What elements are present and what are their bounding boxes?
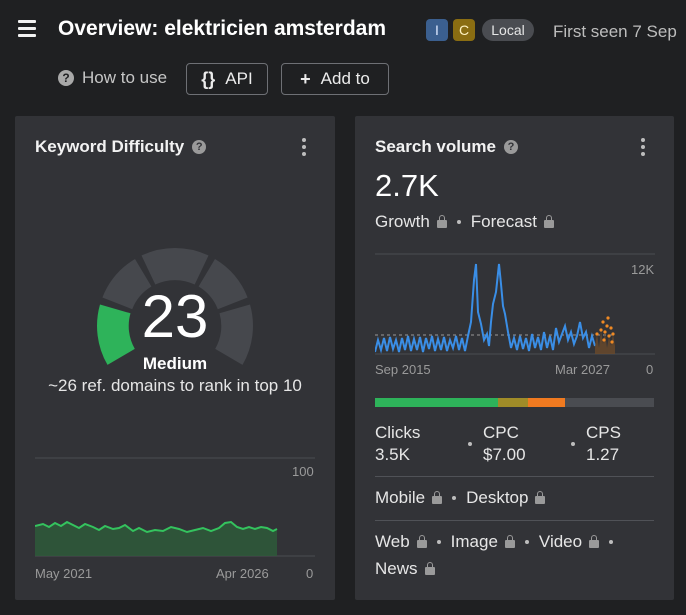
separator-dot [468,442,472,446]
cps-metric: CPS 1.27 [586,422,621,466]
cpc-value: $7.00 [483,445,526,464]
intent-bar-segment [497,398,529,407]
gauge-segment [141,247,209,285]
add-to-label: Add to [320,69,370,88]
sv-trend-chart [375,253,655,355]
clicks-value: 3.5K [375,445,410,464]
sv-chart-x-end: Mar 2027 [555,362,610,377]
lock-icon [543,215,554,228]
page-title: Overview: elektricien amsterdam [58,17,387,40]
kd-gauge [97,247,253,365]
intent-distribution-bar [375,398,654,407]
device-row: Mobile Desktop [375,488,555,508]
lock-icon [432,491,443,504]
search-volume-card: Search volume ? 2.7K Growth Forecast 12K… [355,116,674,600]
web-label[interactable]: Web [375,532,410,551]
kd-title: Keyword Difficulty ? [35,137,207,157]
intent-bar-segment [375,398,498,407]
menu-icon[interactable] [18,20,36,37]
kd-title-label: Keyword Difficulty [35,137,185,156]
cps-value: 1.27 [586,445,620,464]
how-to-use-link[interactable]: ? How to use [58,68,167,88]
kd-level: Medium [142,354,208,373]
sv-title-label: Search volume [375,137,496,156]
kd-chart-x-start: May 2021 [35,566,93,581]
kd-help-icon[interactable]: ? [192,140,207,154]
sv-more-icon[interactable] [641,138,645,159]
intent-bar-segment [528,398,565,407]
first-seen-date: First seen 7 Sep [553,22,677,41]
sv-chart-ymax: 12K [631,262,655,277]
growth-label[interactable]: Growth [375,212,430,231]
mobile-label[interactable]: Mobile [375,488,426,507]
gauge-segment [198,259,248,310]
sv-help-icon[interactable]: ? [503,140,518,154]
plus-icon: + [300,68,311,89]
kd-more-icon[interactable] [302,138,306,159]
separator-dot [436,540,441,544]
gauge-segment [215,304,253,365]
divider [375,476,654,477]
divider [375,520,654,521]
kd-chart-x-end: Apr 2026 [216,566,269,581]
keyword-difficulty-card: Keyword Difficulty ? 23 Medium ~26 ref. … [15,116,335,600]
forecast-label[interactable]: Forecast [470,212,537,231]
gauge-segment [102,259,152,310]
braces-icon: {} [201,68,216,89]
kd-history-chart [35,457,315,557]
how-to-use-label: How to use [82,68,168,87]
lock-icon [589,535,600,548]
intent-badge-commercial[interactable]: C [453,19,475,41]
growth-forecast-row: Growth Forecast [375,212,564,232]
api-label: API [225,69,253,88]
intent-bar-segment [564,398,654,407]
separator-dot [609,540,614,544]
cpc-label: CPC [483,423,519,442]
separator-dot [571,442,575,446]
image-label[interactable]: Image [450,532,498,551]
question-icon: ? [58,70,74,86]
serp-type-row-2: News [375,559,445,579]
kd-description: ~26 ref. domains to rank in top 10 [48,376,302,395]
cps-label: CPS [586,423,621,442]
sv-chart-ymin: 0 [646,362,654,377]
kd-chart-ymax: 100 [292,464,314,479]
serp-type-row: Web Image Video [375,532,623,552]
sv-chart-x-start: Sep 2015 [375,362,431,377]
separator-dot [456,220,461,224]
news-label[interactable]: News [375,559,418,578]
lock-icon [436,215,447,228]
sv-title: Search volume ? [375,137,518,157]
desktop-label[interactable]: Desktop [466,488,529,507]
lock-icon [416,535,427,548]
clicks-metric: Clicks 3.5K [375,422,420,466]
lock-icon [504,535,515,548]
gauge-segment-filled [97,304,135,365]
intent-badge-local[interactable]: Local [482,19,534,41]
kd-chart-ymin: 0 [306,566,314,581]
separator-dot [524,540,529,544]
sv-value: 2.7K [375,168,439,203]
separator-dot [452,496,457,500]
api-button[interactable]: {} API [186,63,268,95]
kd-score: 23 [141,283,209,350]
video-label[interactable]: Video [538,532,583,551]
cpc-metric: CPC $7.00 [483,422,526,466]
lock-icon [535,491,546,504]
add-to-button[interactable]: + Add to [281,63,389,95]
clicks-label: Clicks [375,423,421,442]
intent-badge-informational[interactable]: I [426,19,448,41]
lock-icon [424,562,435,575]
